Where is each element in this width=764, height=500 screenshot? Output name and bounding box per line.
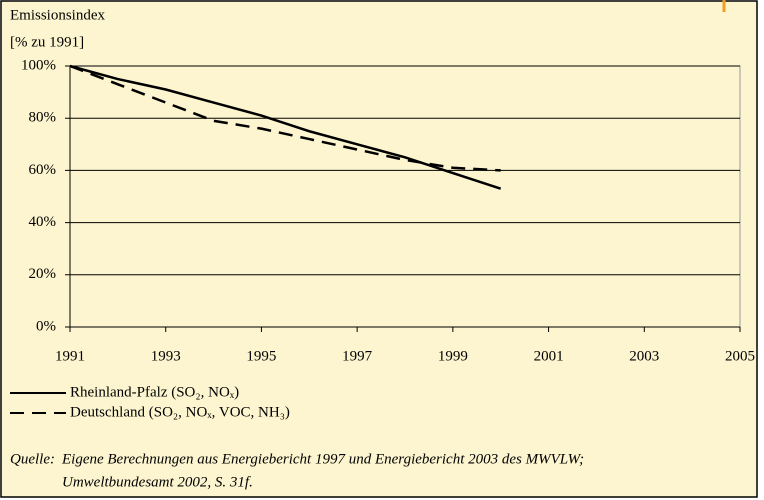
x-tick-label: 1995 [246,348,276,364]
y-tick-label: 80% [29,110,57,126]
y-tick-label: 60% [29,162,57,178]
source-text: Eigene Berechnungen aus Energiebericht 1… [61,451,584,467]
x-tick-label: 1997 [342,348,373,364]
x-tick-label: 1991 [55,348,85,364]
y-tick-label: 0% [36,318,56,334]
x-tick-label: 1999 [438,348,468,364]
y-tick-label: 40% [29,214,57,230]
x-tick-label: 2003 [629,348,659,364]
legend-label: Rheinland-Pfalz (SO₂, NOₓ) [70,384,239,400]
chart-title: Emissionsindex [10,7,106,23]
x-tick-label: 2001 [534,348,564,364]
y-tick-label: 100% [21,57,56,73]
y-axis-label: [% zu 1991] [10,34,84,50]
data-line [69,64,502,190]
source-label: Quelle: [10,451,55,467]
y-tick-label: 20% [29,266,57,282]
data-line [69,64,501,172]
x-tick-label: 1993 [151,348,181,364]
legend-label: Deutschland (SO₂, NOₓ, VOC, NH₃) [70,404,290,420]
source-text: Umweltbundesamt 2002, S. 31f. [62,474,253,490]
x-tick-label: 2005 [725,348,755,364]
